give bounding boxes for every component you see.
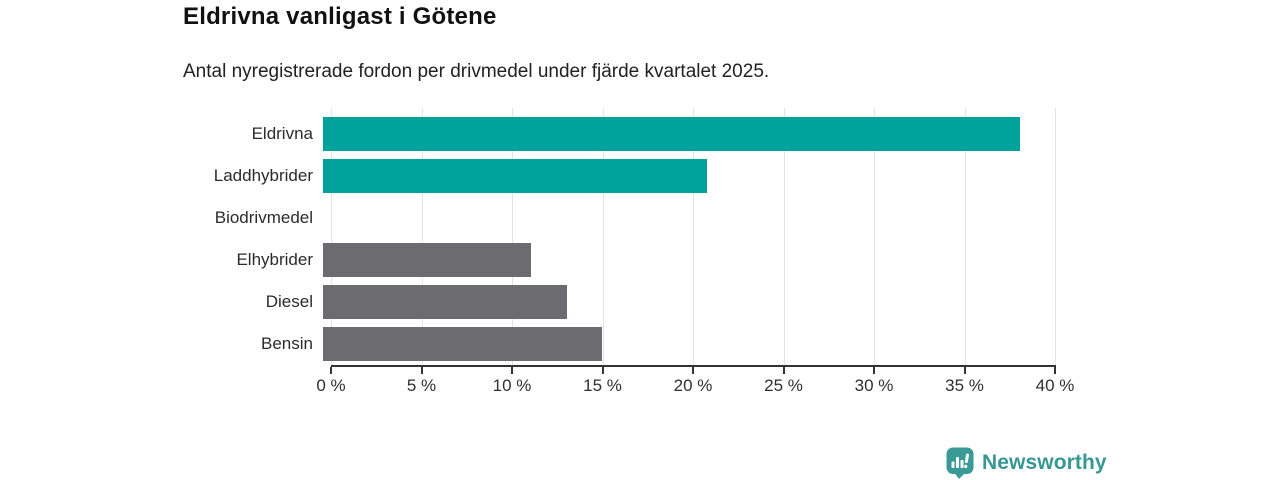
bar-track <box>323 323 1047 365</box>
bar-chart-speech-bubble-icon <box>946 447 974 479</box>
x-axis-tick-labels: 0 % 5 % 10 % 15 % 20 % 25 % 30 % 35 % 40 % <box>316 376 1074 398</box>
x-axis-line <box>331 365 1056 367</box>
axis-tick <box>782 367 785 374</box>
axis-tick-label: 5 % <box>406 376 437 395</box>
axis-tick <box>1054 367 1056 374</box>
bar <box>323 243 532 277</box>
bar-track <box>323 113 1047 155</box>
bar <box>323 117 1020 151</box>
gridline <box>874 108 875 365</box>
axis-tick-label: 35 % <box>945 376 984 395</box>
axis-tick <box>420 367 423 374</box>
bar-row: Bensin <box>183 323 1047 365</box>
axis-tick <box>963 367 966 374</box>
axis-tick <box>511 367 513 374</box>
bar <box>323 159 707 193</box>
x-axis-ticks <box>330 367 1056 375</box>
bar-row: Eldrivna <box>183 113 1047 155</box>
bar-track <box>323 197 1047 239</box>
axis-tick <box>692 367 694 374</box>
bar-rows: Eldrivna Laddhybrider Biodrivmedel Elhybrid… <box>183 113 1047 365</box>
gridline <box>512 108 513 365</box>
gridline-layer <box>331 108 1056 365</box>
gridline <box>421 108 423 365</box>
axis-tick <box>601 367 604 374</box>
bar <box>323 327 602 361</box>
axis-tick <box>330 367 332 374</box>
bar-track <box>323 281 1047 323</box>
axis-tick-label: 40 % <box>1035 376 1075 395</box>
gridline <box>602 108 604 365</box>
bar <box>323 285 568 319</box>
category-label: Diesel <box>265 292 313 311</box>
chart-subtitle: Antal nyregistrerade fordon per drivmede… <box>183 61 770 82</box>
bar-row: Biodrivmedel <box>183 197 1047 239</box>
bar-chart: Eldrivna Laddhybrider Biodrivmedel Elhybrid… <box>183 108 1083 413</box>
gridline <box>693 108 694 365</box>
axis-tick-label: 15 % <box>583 376 622 395</box>
bar-track <box>323 239 1047 281</box>
category-label: Bensin <box>261 334 313 353</box>
category-label: Biodrivmedel <box>214 208 313 227</box>
bar-row: Diesel <box>183 281 1047 323</box>
newsworthy-logo: Newsworthy <box>946 447 1107 479</box>
gridline <box>964 108 966 365</box>
axis-tick-label: 25 % <box>764 376 803 395</box>
category-label: Elhybrider <box>236 250 313 269</box>
brand-wordmark: Newsworthy <box>982 451 1107 474</box>
bar-row: Laddhybrider <box>183 155 1047 197</box>
axis-tick-label: 20 % <box>673 376 713 395</box>
gridline <box>783 108 785 365</box>
bar-track <box>323 155 1047 197</box>
gridline <box>331 108 332 365</box>
axis-tick-label: 0 % <box>316 376 346 395</box>
axis-tick-label: 10 % <box>492 376 532 395</box>
category-label: Eldrivna <box>251 124 313 143</box>
axis-tick <box>873 367 875 374</box>
chart-title: Eldrivna vanligast i Götene <box>183 3 497 30</box>
gridline <box>1055 108 1056 365</box>
category-label: Laddhybrider <box>213 166 313 185</box>
axis-tick-label: 30 % <box>854 376 894 395</box>
bar-row: Elhybrider <box>183 239 1047 281</box>
